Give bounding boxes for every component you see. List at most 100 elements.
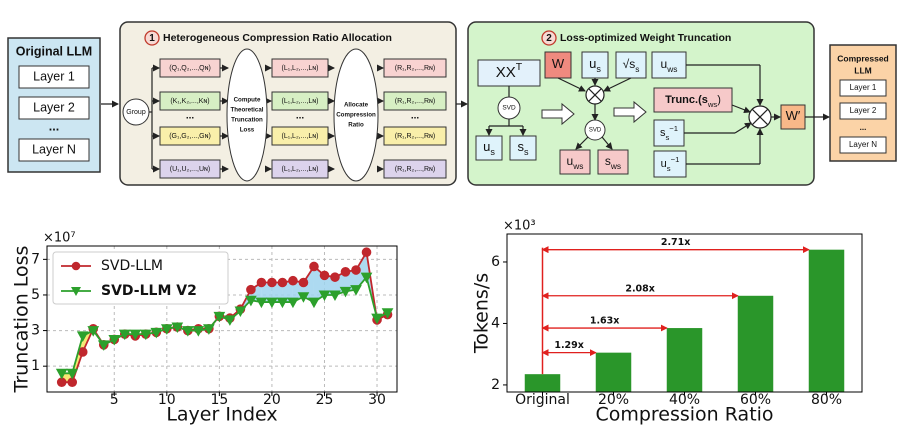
math-part: s bbox=[635, 64, 639, 74]
arrow bbox=[575, 136, 589, 150]
x-tick-label: 15 bbox=[210, 392, 228, 408]
legend-box bbox=[52, 251, 229, 305]
label: Layer 2 bbox=[850, 106, 877, 115]
matrix-box bbox=[653, 150, 687, 178]
math-part: ws bbox=[572, 161, 583, 171]
math-part: u bbox=[567, 154, 574, 168]
point-marker bbox=[277, 277, 288, 288]
math-part: ws bbox=[707, 100, 718, 109]
method-diagram: Original LLM Layer 1 Layer 2... Layer N 1 Het… bbox=[7, 21, 897, 186]
label: (L₁,L₂,...,Lɴ) bbox=[282, 98, 319, 105]
point-marker bbox=[192, 326, 205, 337]
layer-box bbox=[18, 138, 90, 162]
math-label: sws bbox=[605, 154, 621, 171]
matrix-box bbox=[597, 149, 629, 175]
math-label: ss bbox=[517, 139, 529, 157]
label: Heterogeneous Compression Ratio Allocati… bbox=[163, 32, 392, 44]
math-part: s bbox=[490, 147, 495, 157]
point-marker bbox=[55, 368, 68, 380]
label: SVD bbox=[502, 105, 516, 112]
label: Layer N bbox=[849, 140, 877, 149]
point-marker bbox=[213, 311, 226, 323]
ratio-box bbox=[383, 126, 447, 146]
stage-2-panel bbox=[467, 21, 815, 186]
point-marker bbox=[318, 290, 331, 301]
point-marker bbox=[340, 267, 351, 277]
y-axis-label: Truncation Loss bbox=[11, 246, 33, 394]
point-marker bbox=[108, 334, 121, 346]
math-part: u bbox=[483, 139, 490, 154]
point-marker bbox=[234, 306, 247, 318]
layer-box bbox=[839, 102, 887, 120]
label: (G₁,G₂,...,Gɴ) bbox=[169, 133, 211, 140]
connector bbox=[588, 88, 602, 102]
matrix-box bbox=[653, 119, 685, 147]
point-marker bbox=[297, 292, 310, 303]
label: Allocate bbox=[344, 102, 369, 109]
y-tick-label: 1 bbox=[31, 358, 40, 374]
point-marker bbox=[351, 265, 361, 275]
arrow bbox=[601, 136, 613, 150]
x-tick-label: 80% bbox=[811, 392, 842, 408]
math-label: Trunc.(sws) bbox=[665, 94, 721, 109]
math-label: ss−1 bbox=[660, 124, 678, 142]
math-part: −1 bbox=[669, 124, 678, 133]
math-part: s bbox=[665, 133, 669, 142]
point-marker bbox=[330, 272, 340, 282]
math-part: u bbox=[661, 158, 667, 170]
process-arrow bbox=[541, 102, 575, 126]
label: Compute bbox=[234, 97, 261, 104]
point-marker bbox=[298, 277, 309, 288]
x-tick-label: 60% bbox=[740, 392, 771, 408]
label: Compression bbox=[336, 112, 376, 119]
y-tick-label: 2 bbox=[491, 377, 500, 393]
speedup-label: 1.63x bbox=[590, 316, 620, 327]
y-multiplier: ×10⁷ bbox=[43, 231, 76, 246]
y-multiplier: ×10³ bbox=[503, 219, 536, 234]
x-tick-label: 25 bbox=[316, 392, 334, 408]
point-marker bbox=[309, 261, 319, 272]
point-marker bbox=[329, 290, 341, 301]
charts: 5 10 15 20 25 30 1 3 5 7×10⁷ Layer Index Truncation… bbox=[11, 219, 863, 426]
point-marker bbox=[97, 340, 110, 351]
point-marker bbox=[287, 297, 299, 309]
arrow bbox=[557, 77, 586, 92]
x-tick-label: 20% bbox=[598, 392, 629, 408]
math-part: √s bbox=[623, 57, 636, 71]
math-label: √ss bbox=[623, 57, 640, 74]
math-part: −1 bbox=[671, 155, 680, 164]
svd-node bbox=[584, 119, 606, 141]
connector bbox=[751, 108, 769, 126]
plot-frame bbox=[506, 233, 863, 393]
label: Layer N bbox=[32, 142, 76, 156]
label: Loss bbox=[240, 127, 255, 134]
loss-step bbox=[226, 48, 268, 182]
math-part: s bbox=[605, 154, 611, 168]
arrow bbox=[603, 77, 632, 92]
label: ... bbox=[296, 111, 305, 122]
point-marker bbox=[160, 324, 173, 335]
point-marker bbox=[224, 315, 236, 326]
layer-box bbox=[839, 136, 887, 154]
x-tick-label: 30 bbox=[368, 392, 386, 408]
math-label: us−1 bbox=[661, 155, 680, 173]
math-part: XX bbox=[496, 64, 516, 81]
math-part: ws bbox=[610, 161, 621, 171]
point-marker bbox=[381, 308, 394, 319]
matrix-box bbox=[509, 135, 537, 161]
bar bbox=[737, 295, 774, 392]
arrow bbox=[731, 104, 751, 114]
label: ... bbox=[186, 111, 195, 122]
label: Compressed bbox=[837, 53, 889, 63]
point-marker bbox=[319, 270, 330, 281]
point-marker bbox=[139, 329, 152, 341]
label: Original LLM bbox=[16, 44, 92, 58]
matrix-box bbox=[544, 51, 572, 79]
y-tick-label: 4 bbox=[491, 315, 500, 331]
math-part: W bbox=[552, 56, 565, 71]
point-marker bbox=[203, 324, 215, 335]
matrix-box bbox=[475, 135, 503, 161]
point-marker bbox=[266, 297, 278, 309]
speedup-label: 1.29x bbox=[554, 340, 584, 351]
math-label: us bbox=[589, 56, 601, 74]
